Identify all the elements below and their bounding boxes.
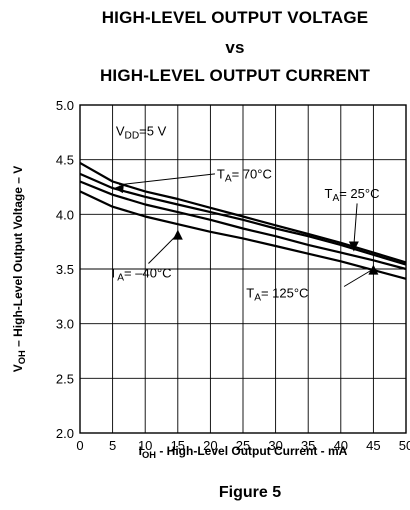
series-arrow-3 <box>368 264 379 275</box>
leader-line-3 <box>343 268 374 287</box>
x-tick-label: 5 <box>109 438 116 453</box>
x-tick-label: 10 <box>138 438 152 453</box>
series-label-3-rest: = 125°C <box>261 285 308 300</box>
condition-label-rest: =5 V <box>139 124 166 139</box>
x-tick-label: 0 <box>76 438 83 453</box>
x-tick-label: 15 <box>171 438 185 453</box>
x-axis-label-main: I <box>139 444 142 458</box>
series-arrow-0 <box>172 229 183 240</box>
x-axis-label-rest: - High-Level Output Current - mA <box>156 444 348 458</box>
series-arrow-2 <box>113 184 124 194</box>
y-tick-label: 5.0 <box>56 98 74 113</box>
y-tick-label: 4.0 <box>56 207 74 222</box>
x-axis-label: IOH - High-Level Output Current - mA <box>139 444 348 460</box>
y-tick-label: 3.5 <box>56 262 74 277</box>
series-label-2-sub: A <box>225 173 232 184</box>
series-label-2-rest: = 70°C <box>232 166 272 181</box>
series-label-3-sub: A <box>254 292 261 303</box>
chart-title-line-3: HIGH-LEVEL OUTPUT CURRENT <box>99 66 371 85</box>
chart-svg: 0 5 10 15 20 25 30 35 40 45 50 2.0 2.5 3.0 3.5 4.0 4.5 5.… <box>11 98 410 460</box>
condition-label-main: V <box>116 124 125 139</box>
y-axis-label-sub: OH <box>17 350 27 364</box>
leader-line-0 <box>148 233 179 264</box>
leader-line-1 <box>353 203 358 247</box>
chart-title-line-2: vs <box>225 38 245 57</box>
series-line-1 <box>79 180 407 271</box>
series-label-0-sub: A <box>117 273 124 284</box>
series-label-0-main: T <box>109 266 117 281</box>
y-tick-label: 2.5 <box>56 371 74 386</box>
series-label-1-sub: A <box>332 193 339 204</box>
series-label-0-rest: = –40°C <box>124 266 171 281</box>
chart-title-line-1: HIGH-LEVEL OUTPUT VOLTAGE <box>101 8 369 27</box>
y-axis-label-main: V <box>11 364 25 372</box>
leader-line-2 <box>119 173 216 186</box>
x-tick-label: 35 <box>301 438 315 453</box>
y-tick-label: 2.0 <box>56 426 74 441</box>
y-axis-label: VOH – High-Level Output Voltage – V <box>11 166 27 373</box>
x-tick-label: 30 <box>268 438 282 453</box>
series-label-1-rest: = 25°C <box>339 186 379 201</box>
condition-label-sub: DD <box>125 131 140 142</box>
series-label-2-main: T <box>217 166 225 181</box>
x-tick-label: 20 <box>203 438 217 453</box>
series-label-0: TA= –40°C <box>109 266 171 284</box>
condition-label: VDD=5 V <box>116 124 167 142</box>
figure-caption: Figure 5 <box>218 484 282 501</box>
series-line-2 <box>79 172 407 266</box>
y-tick-label: 4.5 <box>56 153 74 168</box>
series-label-1: TA= 25°C <box>325 186 380 204</box>
series-line-0 <box>79 190 407 280</box>
x-tick-label: 40 <box>334 438 348 453</box>
x-axis-label-sub: OH <box>142 450 156 460</box>
y-axis-label-rest: – High-Level Output Voltage – V <box>11 166 25 350</box>
series-arrow-1 <box>348 241 359 252</box>
series-label-2: TA= 70°C <box>217 166 272 184</box>
x-tick-label: 25 <box>236 438 250 453</box>
x-tick-label: 45 <box>366 438 380 453</box>
series-label-1-main: T <box>325 186 333 201</box>
y-tick-label: 3.0 <box>56 317 74 332</box>
series-label-3-main: T <box>246 285 254 300</box>
x-tick-label: 50 <box>399 438 410 453</box>
series-label-3: TA= 125°C <box>246 285 308 303</box>
